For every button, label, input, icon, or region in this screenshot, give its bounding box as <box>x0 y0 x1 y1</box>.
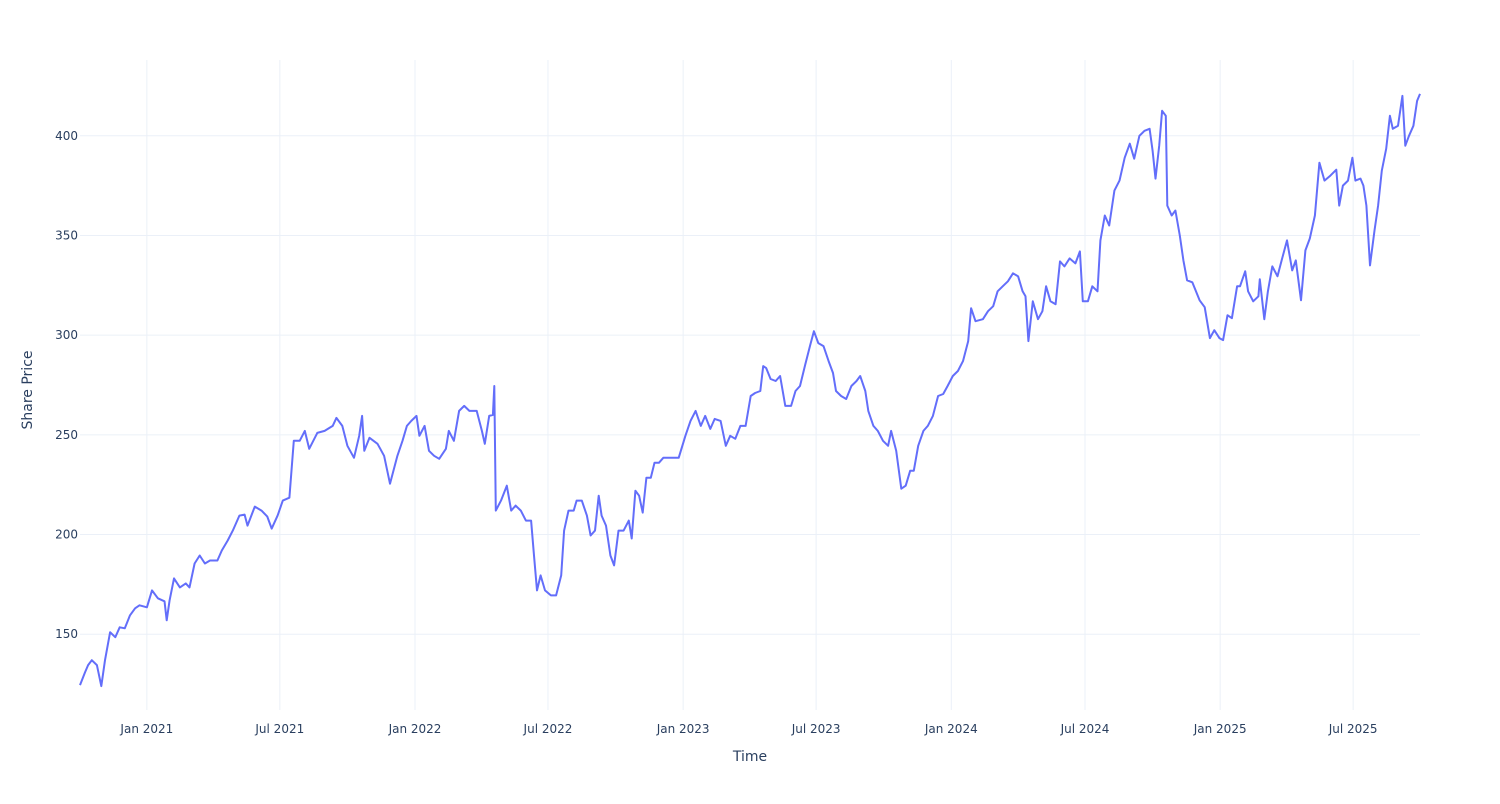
x-tick-label: Jan 2023 <box>656 722 710 736</box>
x-tick-label: Jan 2022 <box>388 722 442 736</box>
y-axis-ticks: 150 200 250 300 350 400 <box>55 129 78 641</box>
y-axis-title: Share Price <box>20 350 36 429</box>
y-tick-label: 300 <box>55 328 78 342</box>
x-tick-label: Jan 2024 <box>924 722 978 736</box>
gridlines <box>80 60 1420 710</box>
x-axis-ticks: Jan 2021 Jul 2021 Jan 2022 Jul 2022 Jan 2023… <box>119 722 1377 736</box>
x-tick-label: Jul 2024 <box>1060 722 1110 736</box>
y-tick-label: 350 <box>55 228 78 242</box>
x-tick-label: Jul 2022 <box>523 722 573 736</box>
y-tick-label: 200 <box>55 528 78 542</box>
x-tick-label: Jul 2021 <box>254 722 304 736</box>
x-axis-title: Time <box>732 749 767 765</box>
x-tick-label: Jul 2025 <box>1328 722 1378 736</box>
x-tick-label: Jan 2025 <box>1193 722 1247 736</box>
y-tick-label: 150 <box>55 627 78 641</box>
y-tick-label: 250 <box>55 428 78 442</box>
x-tick-label: Jan 2021 <box>119 722 173 736</box>
series-line <box>79 93 1421 688</box>
y-tick-label: 400 <box>55 129 78 143</box>
x-tick-label: Jul 2023 <box>791 722 841 736</box>
